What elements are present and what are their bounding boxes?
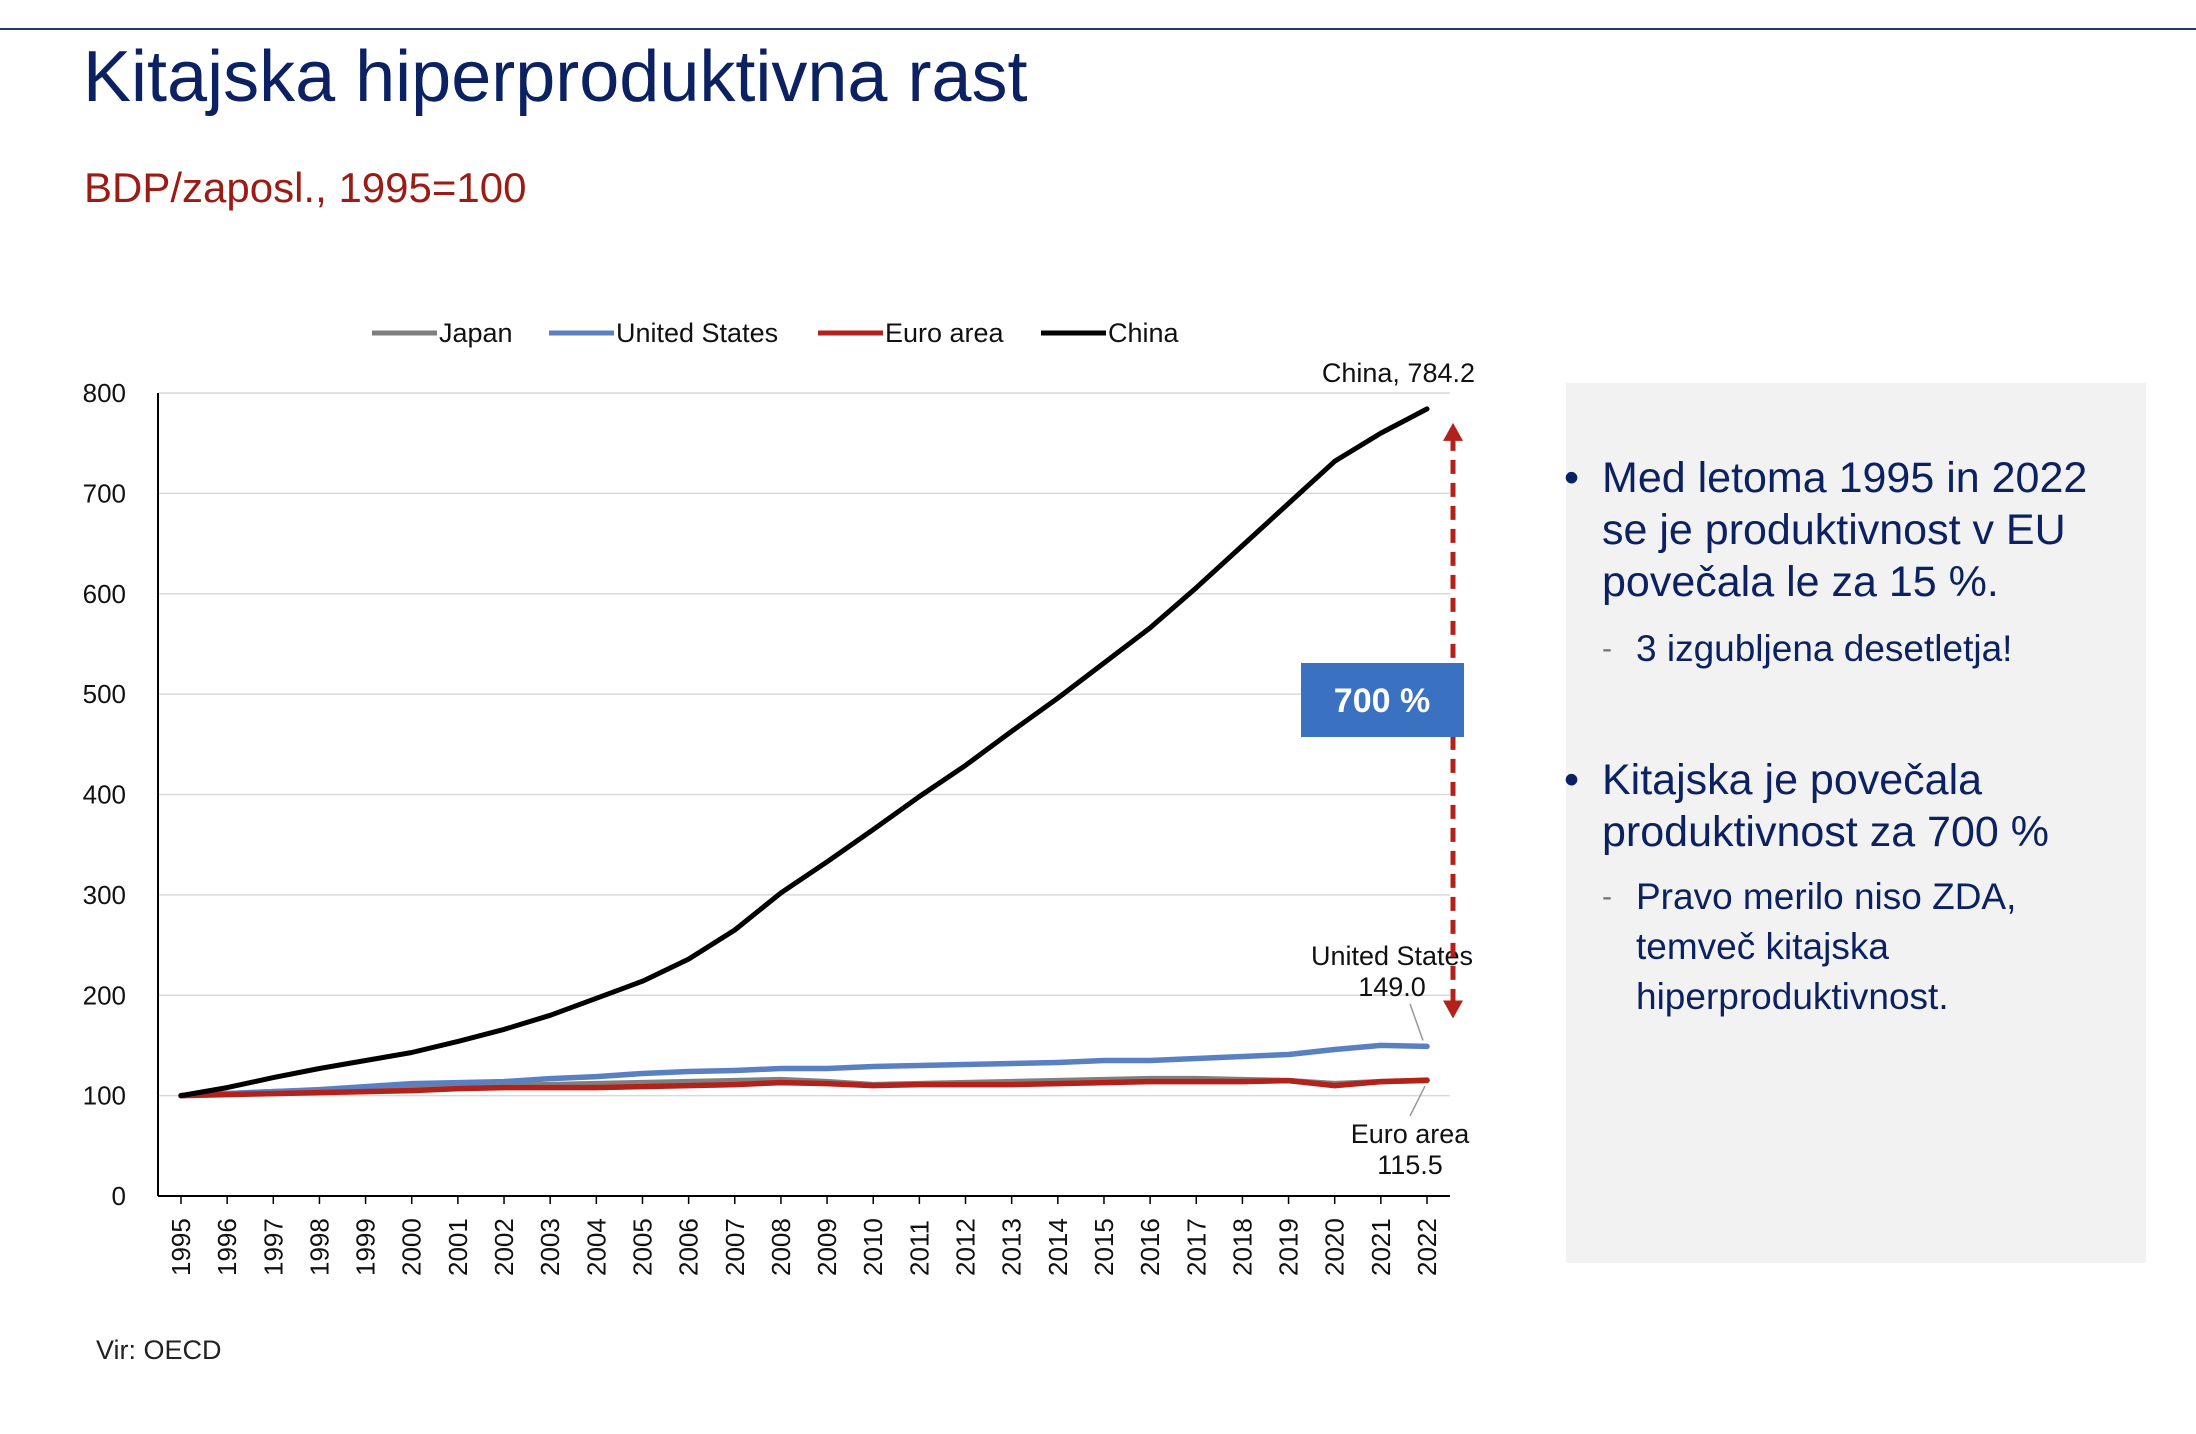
sub-bullet-benchmark-line-3: hiperproduktivnost. — [1636, 976, 1949, 1017]
x-tick-label: 1996 — [212, 1218, 242, 1276]
x-tick-label: 1999 — [351, 1218, 381, 1276]
legend-entry: Euro area — [885, 318, 1005, 348]
dash-glyph: - — [1602, 880, 1612, 913]
slide-title: Kitajska hiperproduktivna rast — [83, 37, 1028, 117]
x-tick-label: 2011 — [904, 1220, 934, 1276]
x-tick-label: 1997 — [258, 1218, 288, 1276]
gap-label-box — [1301, 663, 1464, 737]
y-tick-label: 0 — [112, 1181, 126, 1211]
x-tick-label: 2013 — [997, 1218, 1027, 1276]
y-tick-label: 100 — [83, 1081, 126, 1111]
x-tick-label: 2021 — [1366, 1218, 1396, 1276]
euro-label-leader — [1409, 1085, 1426, 1117]
x-tick-label: 2001 — [443, 1218, 473, 1276]
y-tick-label: 400 — [83, 780, 126, 810]
x-tick-label: 2014 — [1043, 1218, 1073, 1276]
commentary-panel — [1566, 383, 2146, 1263]
bullet-china-line-1: Kitajska je povečala — [1602, 756, 1983, 804]
x-tick-label: 2003 — [535, 1218, 565, 1276]
legend-entry: Japan — [439, 318, 513, 348]
x-tick-label: 2004 — [581, 1218, 611, 1276]
gap-arrow-head-bottom — [1443, 1000, 1463, 1019]
sub-bullet-benchmark-line-1: Pravo merilo niso ZDA, — [1636, 876, 2017, 917]
bullet-china-line-2: produktivnost za 700 % — [1602, 808, 2049, 856]
y-tick-label: 200 — [83, 980, 126, 1010]
bullet-china: • Kitajska je povečala produktivnost za … — [1564, 754, 2049, 858]
series-line-euro-area — [178, 1077, 1430, 1099]
bullet-glyph: • — [1564, 756, 1580, 804]
gap-arrow-head-top — [1443, 422, 1463, 441]
bullet-eu-line-1: Med letoma 1995 in 2022 — [1602, 454, 2088, 502]
gap-label-text: 700 % — [1334, 682, 1430, 720]
y-tick-label: 800 — [83, 378, 126, 408]
source-note: Vir: OECD — [96, 1335, 222, 1365]
x-tick-label: 1998 — [304, 1218, 334, 1276]
x-tick-label: 2000 — [397, 1218, 427, 1276]
y-tick-label: 700 — [83, 478, 126, 508]
series-line-china — [178, 406, 1430, 1099]
sub-bullet-decades: - 3 izgubljena desetletja! — [1602, 624, 2013, 674]
y-tick-label: 500 — [83, 679, 126, 709]
x-tick-label: 2018 — [1227, 1218, 1257, 1276]
euro-data-label-value: 115.5 — [1377, 1150, 1443, 1180]
bullet-eu: • Med letoma 1995 in 2022 se je produkti… — [1564, 452, 2088, 608]
x-tick-label: 2008 — [766, 1218, 796, 1276]
y-tick-label: 300 — [83, 880, 126, 910]
x-tick-label: 2016 — [1135, 1218, 1165, 1276]
x-tick-label: 2010 — [858, 1218, 888, 1276]
x-tick-label: 2002 — [489, 1218, 519, 1276]
sub-bullet-benchmark: - Pravo merilo niso ZDA, temveč kitajska… — [1602, 872, 2017, 1022]
slide-subtitle: BDP/zaposl., 1995=100 — [84, 164, 527, 211]
bullet-eu-line-2: se je produktivnost v EU — [1602, 506, 2066, 554]
sub-bullet-decades-text: 3 izgubljena desetletja! — [1636, 628, 2013, 669]
x-tick-label: 2007 — [720, 1218, 750, 1276]
y-tick-label: 600 — [83, 579, 126, 609]
us-data-label-value: 149.0 — [1358, 972, 1426, 1002]
series-line-united-states — [178, 1042, 1430, 1099]
x-tick-label: 2015 — [1089, 1218, 1119, 1276]
x-tick-label: 2006 — [674, 1218, 704, 1276]
x-tick-label: 2009 — [812, 1218, 842, 1276]
sub-bullet-benchmark-line-2: temveč kitajska — [1636, 926, 1889, 967]
us-data-label-name: United States — [1311, 941, 1473, 971]
bullet-eu-line-3: povečala le za 15 %. — [1602, 558, 1999, 606]
x-tick-label: 2019 — [1274, 1218, 1304, 1276]
x-tick-label: 2012 — [951, 1218, 981, 1276]
x-tick-label: 2020 — [1320, 1218, 1350, 1276]
dash-glyph: - — [1602, 632, 1612, 665]
bullet-glyph: • — [1564, 454, 1580, 502]
x-tick-label: 1995 — [166, 1218, 196, 1276]
legend-entry: United States — [616, 318, 778, 348]
top-rule — [0, 28, 2196, 30]
euro-data-label-name: Euro area — [1351, 1119, 1471, 1149]
x-tick-label: 2017 — [1181, 1218, 1211, 1276]
legend-entry: China — [1108, 318, 1180, 348]
x-tick-label: 2005 — [627, 1218, 657, 1276]
x-tick-label: 2022 — [1412, 1218, 1442, 1276]
us-label-leader — [1409, 1003, 1424, 1041]
china-data-label: China, 784.2 — [1322, 358, 1475, 388]
